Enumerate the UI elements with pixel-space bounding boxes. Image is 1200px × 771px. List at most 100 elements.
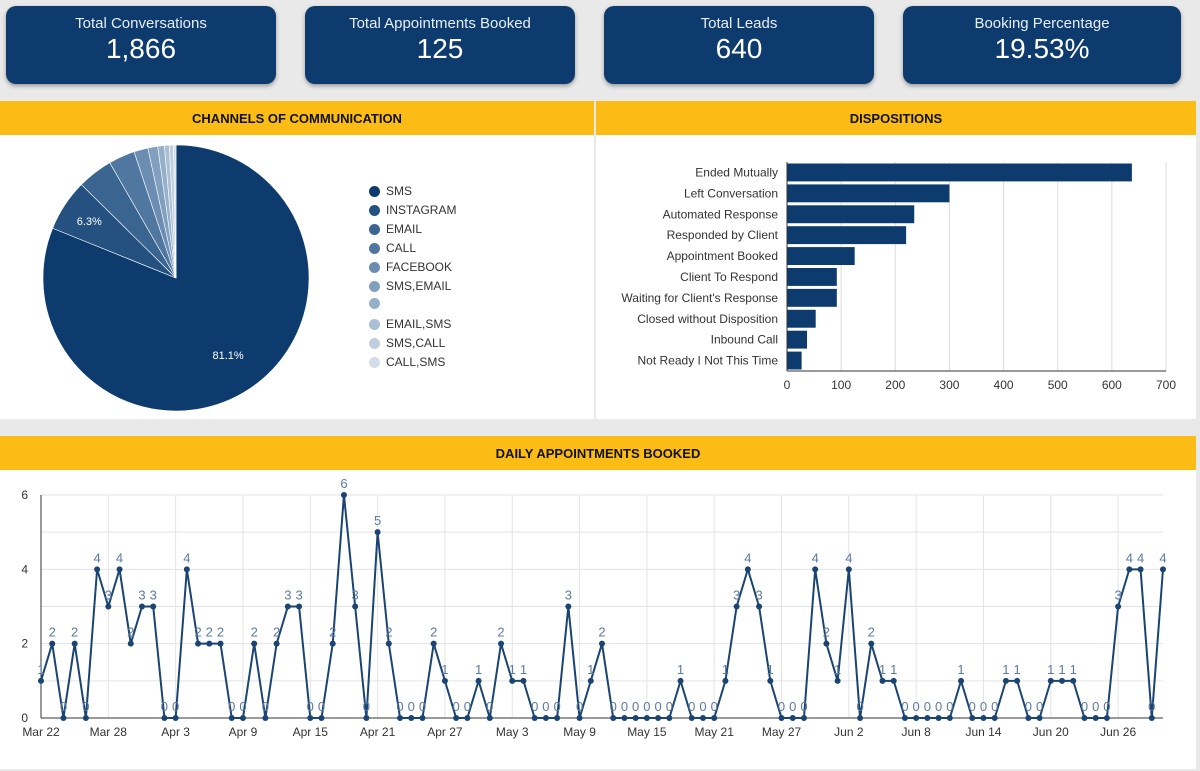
- bar-category-label: Ended Mutually: [695, 165, 778, 179]
- legend-item: FACEBOOK: [369, 260, 452, 274]
- line-data-label: 0: [800, 699, 807, 714]
- line-data-label: 0: [666, 699, 673, 714]
- line-point: [587, 677, 594, 684]
- line-data-label: 0: [610, 699, 617, 714]
- legend-item: SMS,EMAIL: [369, 279, 451, 293]
- line-point: [554, 715, 561, 721]
- line-x-tick-label: Apr 9: [229, 725, 258, 739]
- line-data-label: 4: [845, 550, 852, 565]
- line-point: [363, 715, 370, 721]
- kpi-label: Total Appointments Booked: [349, 15, 531, 32]
- line-data-label: 5: [374, 513, 381, 528]
- line-point: [542, 715, 549, 721]
- bar: [787, 247, 855, 265]
- line-point: [273, 640, 280, 647]
- kpi-value: 640: [715, 33, 763, 64]
- line-data-label: 0: [980, 699, 987, 714]
- line-x-tick-label: May 3: [496, 725, 529, 739]
- line-point: [924, 715, 931, 721]
- line-point: [980, 715, 987, 721]
- line-point: [845, 566, 852, 573]
- line-data-label: 1: [587, 662, 594, 677]
- line-point: [228, 715, 235, 721]
- line-data-label: 4: [116, 550, 123, 565]
- line-point: [733, 603, 740, 610]
- kpi-label: Booking Percentage: [974, 15, 1110, 32]
- line-x-tick-label: Mar 22: [22, 725, 60, 739]
- line-point: [1002, 677, 1009, 684]
- line-point: [767, 677, 774, 684]
- line-data-label: 0: [419, 699, 426, 714]
- bar-x-tick-label: 500: [1048, 378, 1068, 392]
- line-point: [206, 640, 213, 647]
- bar: [787, 351, 802, 370]
- line-point: [565, 603, 572, 610]
- line-x-tick-label: Apr 27: [427, 725, 463, 739]
- line-data-label: 0: [60, 699, 67, 714]
- line-point: [1126, 566, 1133, 573]
- line-data-label: 2: [497, 625, 504, 640]
- line-point: [890, 677, 897, 684]
- line-data-label: 1: [1058, 662, 1065, 677]
- line-point: [935, 715, 942, 721]
- line-point: [453, 715, 460, 721]
- line-data-label: 0: [699, 699, 706, 714]
- line-data-label: 3: [1115, 588, 1122, 603]
- line-point: [172, 715, 179, 721]
- line-data-label: 3: [284, 588, 291, 603]
- line-data-label: 0: [913, 699, 920, 714]
- channels-header: CHANNELS OF COMMUNICATION: [0, 101, 594, 135]
- line-data-label: 0: [239, 699, 246, 714]
- line-point: [284, 603, 291, 610]
- line-data-label: 2: [217, 625, 224, 640]
- line-point: [1014, 677, 1021, 684]
- line-point: [116, 566, 123, 573]
- line-data-label: 0: [172, 699, 179, 714]
- line-point: [385, 640, 392, 647]
- line-x-tick-label: Apr 15: [293, 725, 329, 739]
- line-data-label: 6: [340, 476, 347, 491]
- line-data-label: 0: [161, 699, 168, 714]
- legend-item: [369, 298, 386, 309]
- line-point: [94, 566, 101, 573]
- line-data-label: 0: [935, 699, 942, 714]
- line-data-label: 0: [901, 699, 908, 714]
- legend-item: EMAIL: [369, 222, 422, 236]
- line-data-label: 0: [969, 699, 976, 714]
- line-y-tick-label: 4: [21, 562, 28, 576]
- line-data-label: 0: [632, 699, 639, 714]
- line-data-label: 1: [509, 662, 516, 677]
- line-data-label: 0: [531, 699, 538, 714]
- legend-item: EMAIL,SMS: [369, 317, 451, 331]
- line-point: [408, 715, 415, 721]
- line-point: [1115, 603, 1122, 610]
- line-data-label: 2: [823, 625, 830, 640]
- line-point: [374, 529, 381, 536]
- daily-header: DAILY APPOINTMENTS BOOKED: [0, 436, 1196, 470]
- line-x-tick-label: May 15: [627, 725, 667, 739]
- line-point: [1047, 677, 1054, 684]
- legend-swatch: [369, 280, 380, 292]
- line-data-label: 2: [206, 625, 213, 640]
- line-point: [756, 603, 763, 610]
- line-point: [699, 715, 706, 721]
- legend-swatch: [369, 242, 380, 254]
- legend-swatch: [369, 337, 380, 349]
- kpi-card-booking-percentage: Booking Percentage 19.53%: [903, 6, 1181, 84]
- legend-swatch: [369, 298, 380, 309]
- kpi-label: Total Conversations: [75, 15, 207, 32]
- line-point: [1092, 715, 1099, 721]
- line-data-label: 0: [688, 699, 695, 714]
- bar-category-label: Not Ready I Not This Time: [638, 354, 779, 368]
- bar-category-label: Client To Respond: [680, 270, 778, 284]
- pie-slice-label: 6.3%: [77, 216, 102, 228]
- line-point: [857, 715, 864, 721]
- bar: [787, 288, 837, 307]
- line-point: [688, 715, 695, 721]
- line-x-tick-label: Mar 28: [90, 725, 128, 739]
- line-data-label: 0: [453, 699, 460, 714]
- line-point: [60, 715, 67, 721]
- line-data-label: 4: [812, 550, 819, 565]
- legend-label: CALL,SMS: [386, 355, 446, 369]
- bar-category-label: Inbound Call: [711, 333, 778, 347]
